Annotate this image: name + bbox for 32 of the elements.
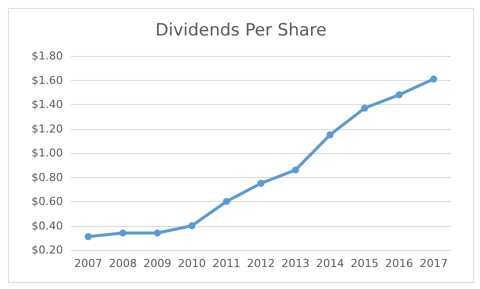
y-tick-label: $0.40 [32,219,63,232]
point [84,233,92,240]
x-tick-label: 2008 [108,257,137,270]
chart-title: Dividends Per Share [155,20,327,40]
point [119,230,126,237]
x-tick-label: 2014 [316,257,344,270]
point [326,131,334,138]
x-tick-label: 2007 [74,257,102,270]
x-tick-label: 2009 [143,257,172,270]
x-tick-label: 2011 [212,257,240,270]
x-tick-label: 2016 [385,257,414,270]
point [430,76,438,83]
y-tick-label: $1.20 [32,122,63,136]
x-tick-label: 2017 [420,257,448,270]
y-tick-label: $0.20 [32,244,63,256]
x-tick-label: 2015 [350,257,379,270]
x-tick-label: 2012 [247,257,275,270]
point [396,91,403,98]
x-tick-label: 2010 [178,257,206,270]
y-tick-label: $0.60 [32,195,63,208]
y-tick-label: $1.80 [32,50,63,62]
x-tick-label: 2013 [282,257,310,270]
point [292,166,300,174]
y-tick-label: $1.00 [32,146,63,160]
point [258,180,264,187]
y-tick-label: $1.60 [32,74,63,87]
y-tick-label: $0.80 [32,170,63,184]
point [154,230,161,237]
point [361,104,368,112]
point [188,222,196,230]
point [222,198,230,205]
y-tick-label: $1.40 [32,98,63,111]
